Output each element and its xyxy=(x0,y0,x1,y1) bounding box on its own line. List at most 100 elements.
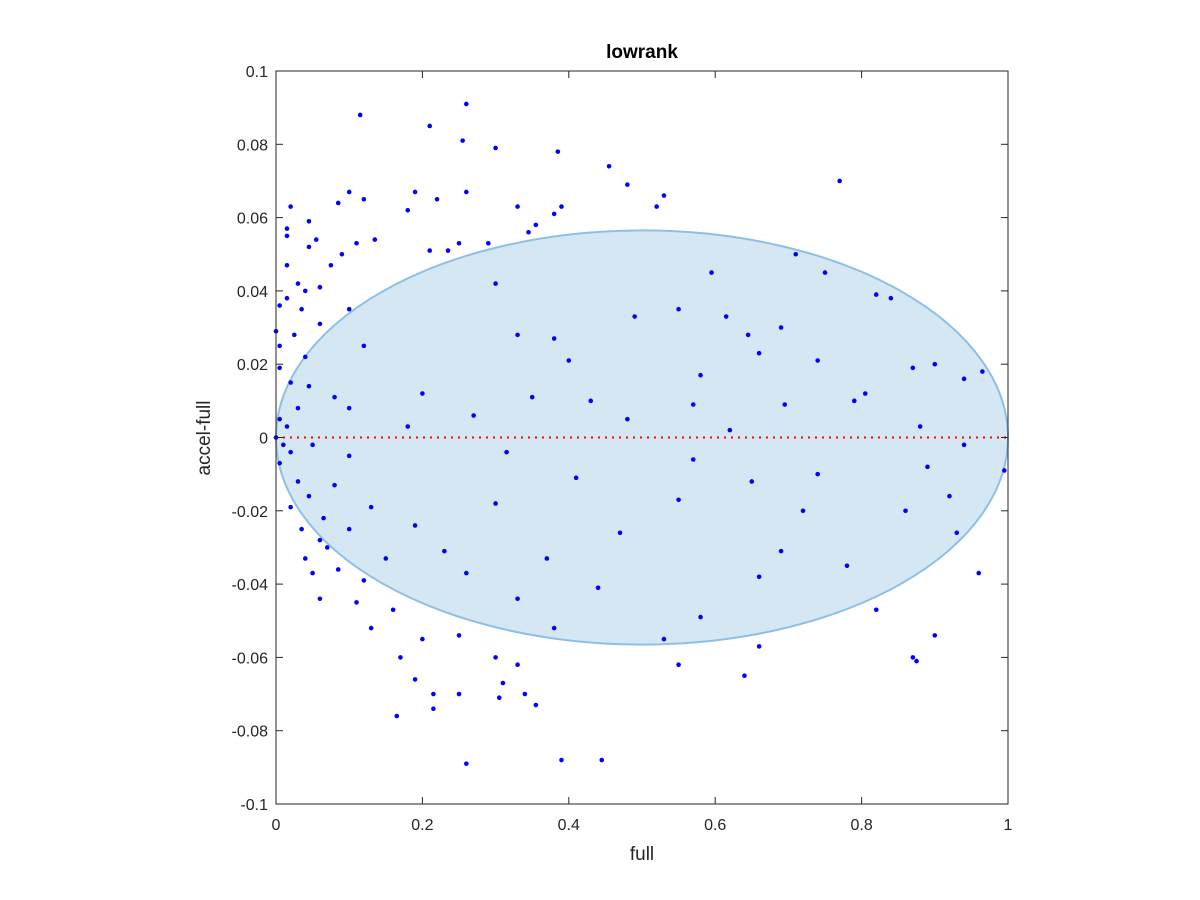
data-point xyxy=(405,424,411,429)
data-point xyxy=(947,493,952,499)
data-point xyxy=(321,515,326,521)
data-point xyxy=(932,633,938,638)
data-marks xyxy=(273,101,1007,766)
data-point xyxy=(361,578,367,583)
data-point xyxy=(295,479,301,484)
data-point xyxy=(493,145,498,151)
data-point xyxy=(526,229,531,235)
data-point xyxy=(456,633,462,638)
data-point xyxy=(456,240,462,246)
data-point xyxy=(873,292,879,297)
data-point xyxy=(661,636,667,642)
data-point xyxy=(431,691,436,697)
data-point xyxy=(625,416,630,422)
data-point xyxy=(420,391,425,396)
data-point xyxy=(295,281,301,286)
plot-area xyxy=(275,229,1009,646)
data-point xyxy=(793,251,799,257)
data-point xyxy=(317,321,323,327)
data-point xyxy=(324,545,330,550)
data-point xyxy=(284,233,290,239)
data-point xyxy=(976,570,982,576)
data-point xyxy=(551,211,557,217)
data-point xyxy=(306,383,312,389)
data-point xyxy=(277,416,282,422)
data-point xyxy=(306,493,312,499)
data-point xyxy=(496,695,502,701)
data-point xyxy=(299,306,304,312)
data-point xyxy=(815,358,820,363)
y-tick-label: -0.06 xyxy=(232,650,269,667)
data-point xyxy=(961,442,967,448)
data-point xyxy=(661,193,667,198)
data-point xyxy=(862,391,868,396)
data-point xyxy=(288,380,293,385)
chart-title: lowrank xyxy=(606,42,678,63)
data-point xyxy=(815,471,820,477)
data-point xyxy=(932,361,938,367)
data-point xyxy=(277,365,282,371)
data-point xyxy=(346,526,352,532)
data-point xyxy=(910,655,916,660)
y-tick-label: 0.1 xyxy=(246,64,268,81)
data-point xyxy=(533,222,539,228)
data-point xyxy=(917,424,923,429)
data-point xyxy=(412,677,418,682)
data-point xyxy=(310,442,315,448)
data-point xyxy=(302,556,308,561)
data-point xyxy=(698,372,703,378)
data-point xyxy=(357,112,363,118)
data-point xyxy=(961,376,967,382)
y-tick-label: 0 xyxy=(259,431,268,448)
data-point xyxy=(555,149,561,154)
x-tick-label: 0.8 xyxy=(850,817,872,834)
data-point xyxy=(756,350,762,356)
data-point xyxy=(676,497,681,503)
y-tick-label: 0.06 xyxy=(237,211,268,228)
data-point xyxy=(515,204,520,209)
data-point xyxy=(335,200,341,206)
data-point xyxy=(332,482,337,488)
data-point xyxy=(456,691,462,697)
data-point xyxy=(390,607,396,613)
data-point xyxy=(745,332,751,338)
data-point xyxy=(756,574,762,580)
data-point xyxy=(1002,468,1007,473)
data-point xyxy=(317,596,323,602)
data-point xyxy=(394,713,400,719)
data-point xyxy=(339,251,345,257)
x-tick-label: 0.4 xyxy=(558,817,580,834)
data-point xyxy=(588,398,594,404)
data-point xyxy=(837,178,842,184)
data-point xyxy=(493,281,498,286)
data-point xyxy=(306,244,312,250)
data-point xyxy=(442,548,447,554)
data-point xyxy=(368,625,374,631)
y-tick-label: -0.08 xyxy=(232,724,269,741)
data-point xyxy=(599,757,605,763)
y-tick-label: -0.1 xyxy=(240,797,268,814)
data-point xyxy=(372,237,378,242)
y-tick-label: 0.08 xyxy=(237,137,268,154)
data-point xyxy=(284,295,290,301)
data-point xyxy=(778,325,784,330)
data-point xyxy=(559,757,564,763)
data-point xyxy=(500,680,506,686)
x-tick-label: 0.2 xyxy=(411,817,433,834)
data-point xyxy=(544,556,550,561)
data-point xyxy=(925,464,930,470)
y-tick-label: -0.04 xyxy=(232,577,269,594)
x-tick-label: 0 xyxy=(272,817,281,834)
data-point xyxy=(471,413,476,418)
data-point xyxy=(910,365,916,371)
data-point xyxy=(310,570,315,576)
data-point xyxy=(332,394,337,400)
data-point xyxy=(698,614,703,620)
data-point xyxy=(302,288,308,294)
x-tick-label: 0.6 xyxy=(704,817,726,834)
data-point xyxy=(354,240,359,246)
data-point xyxy=(420,636,425,642)
data-point xyxy=(888,295,894,301)
data-point xyxy=(288,449,293,455)
y-axis-title: accel-full xyxy=(194,401,215,476)
